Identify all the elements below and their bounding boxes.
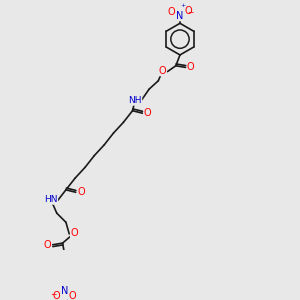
- Text: O: O: [69, 290, 76, 300]
- Text: +: +: [180, 3, 185, 8]
- Text: O: O: [52, 290, 60, 300]
- Text: N: N: [61, 286, 68, 296]
- Text: O: O: [70, 228, 78, 238]
- Text: O: O: [184, 6, 192, 16]
- Text: O: O: [44, 240, 51, 250]
- Text: +: +: [64, 299, 69, 300]
- Text: O: O: [159, 66, 166, 76]
- Text: O: O: [187, 62, 195, 72]
- Text: −: −: [50, 290, 57, 299]
- Text: O: O: [144, 108, 151, 118]
- Text: −: −: [188, 8, 194, 17]
- Text: O: O: [77, 187, 85, 197]
- Text: N: N: [176, 11, 184, 21]
- Text: HN: HN: [44, 195, 58, 204]
- Text: O: O: [168, 7, 176, 17]
- Text: NH: NH: [128, 96, 142, 105]
